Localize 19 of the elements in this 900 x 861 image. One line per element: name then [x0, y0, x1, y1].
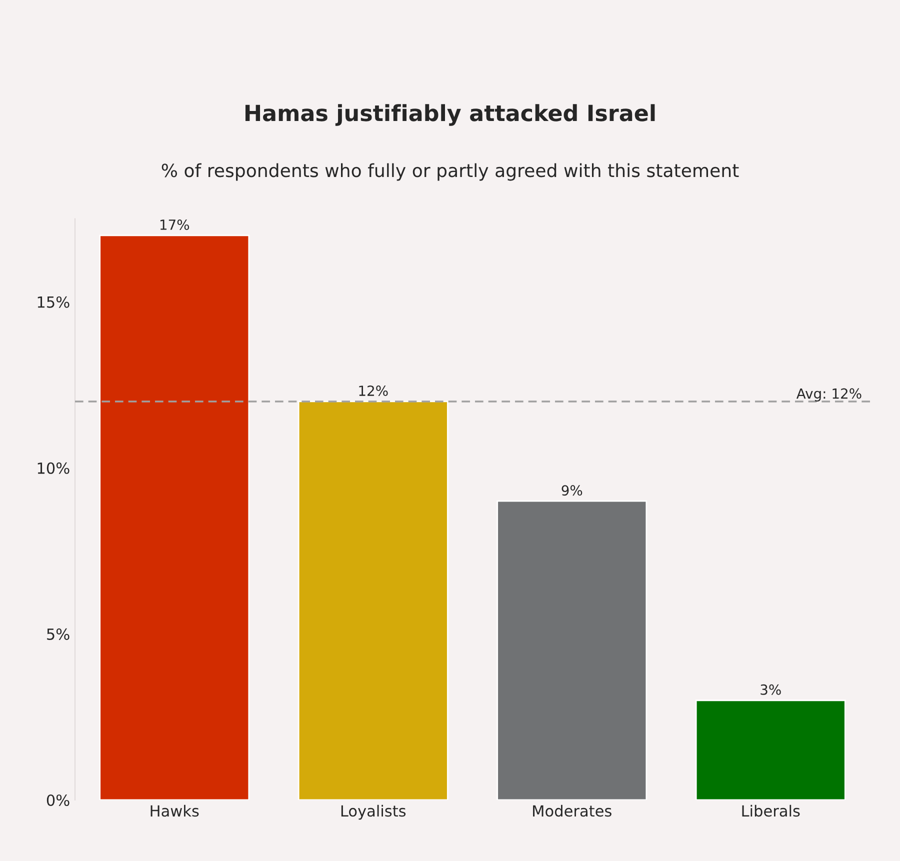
- chart-subtitle: % of respondents who fully or partly agreed with this statement: [162, 163, 739, 181]
- bar: [695, 700, 846, 800]
- data-label: 9%: [562, 485, 582, 496]
- y-tick-label: 15%: [38, 296, 70, 308]
- chart-title: Hamas justifiably attacked Israel: [245, 104, 655, 126]
- y-tick-label: 5%: [47, 628, 70, 640]
- bar: [496, 500, 648, 800]
- x-tick-label: Loyalists: [341, 804, 406, 820]
- y-tick-label: 0%: [46, 794, 70, 806]
- data-label: 12%: [359, 386, 388, 396]
- x-tick-label: Moderates: [533, 804, 612, 817]
- x-tick-label: Hawks: [150, 804, 199, 817]
- data-label: 17%: [160, 219, 190, 230]
- x-tick-label: Liberals: [742, 804, 800, 817]
- bar: [99, 234, 250, 800]
- bar: [298, 400, 448, 800]
- ref-line-label: Avg: 12%: [796, 388, 862, 402]
- data-label: 3%: [760, 684, 781, 695]
- y-tick-label: 10%: [38, 462, 70, 474]
